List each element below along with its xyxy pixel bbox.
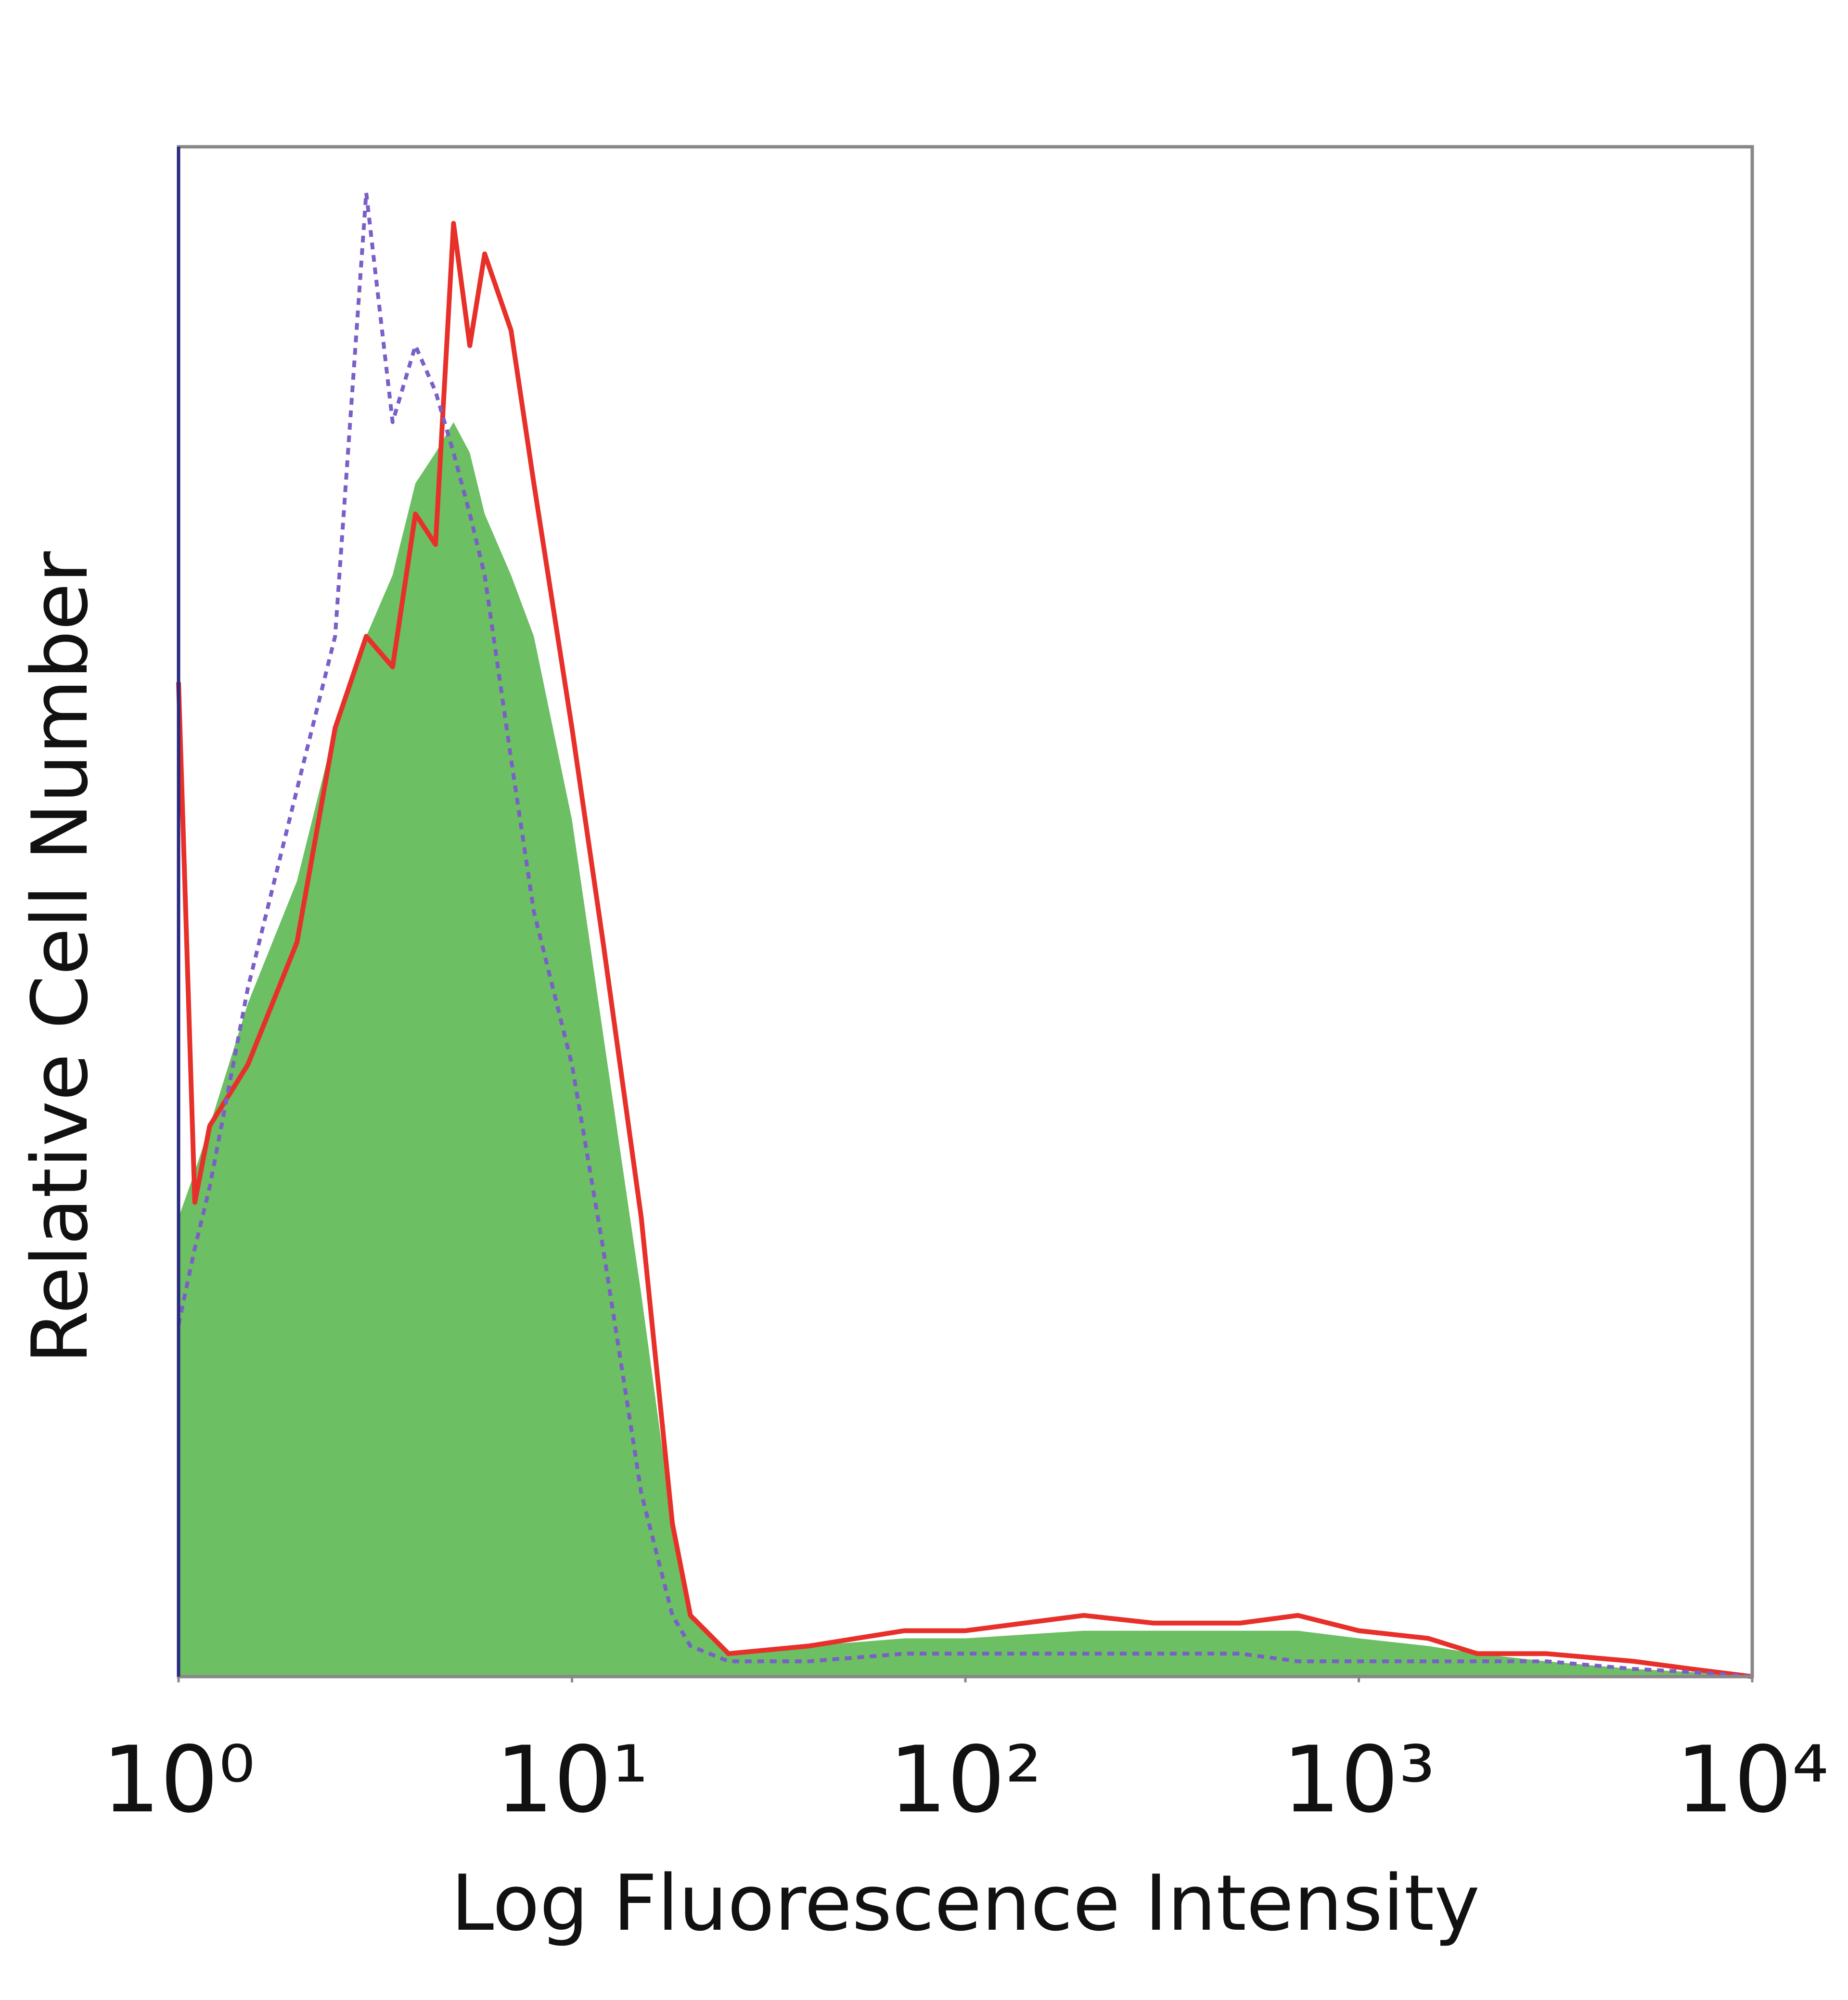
x-tick-label: 10³ xyxy=(1283,1727,1436,1833)
x-tick-label: 10⁴ xyxy=(1676,1727,1829,1833)
histogram-area xyxy=(179,422,1752,1677)
x-axis-label: Log Fluorescence Intensity xyxy=(451,1858,1480,1948)
x-tick-label: 10² xyxy=(889,1727,1042,1833)
x-tick-label: 10¹ xyxy=(496,1727,649,1833)
histogram-line xyxy=(177,191,1753,1679)
x-tick-label: 10⁰ xyxy=(102,1727,255,1833)
histogram-line xyxy=(176,221,1753,1679)
y-axis-label: Relative Cell Number xyxy=(15,551,105,1364)
